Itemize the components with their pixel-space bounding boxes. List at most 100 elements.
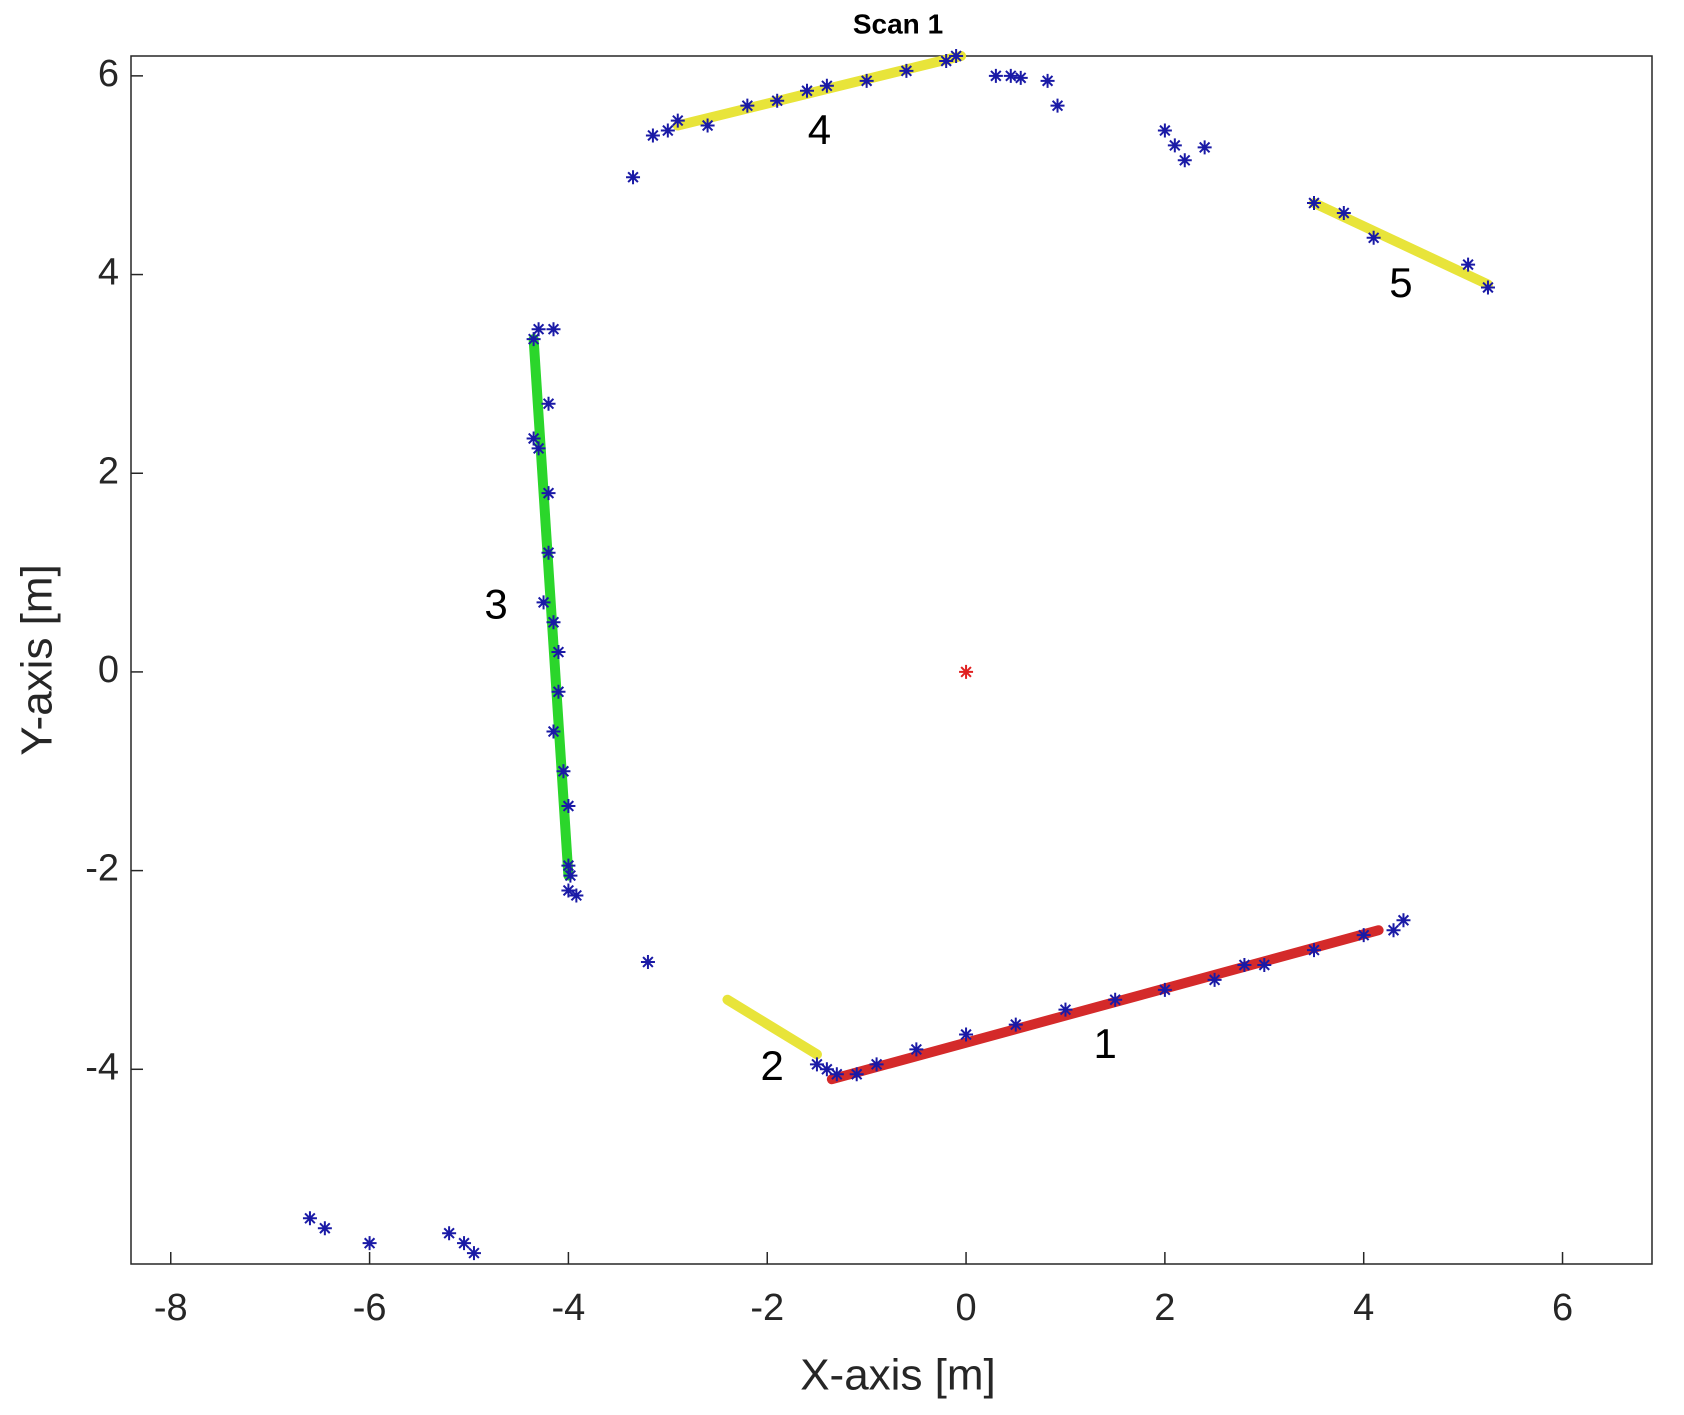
point xyxy=(362,1236,377,1251)
point xyxy=(670,113,685,128)
segment-label: 3 xyxy=(484,580,507,627)
point xyxy=(531,441,546,456)
point xyxy=(561,799,576,814)
point xyxy=(526,431,541,446)
segment-label: 1 xyxy=(1094,1020,1117,1067)
point xyxy=(541,545,556,560)
point xyxy=(1177,153,1192,168)
point xyxy=(1157,982,1172,997)
point xyxy=(1257,957,1272,972)
point xyxy=(1040,73,1055,88)
y-axis-label: Y-axis [m] xyxy=(13,564,62,756)
point xyxy=(531,322,546,337)
point xyxy=(563,868,578,883)
point xyxy=(466,1246,481,1261)
point xyxy=(849,1067,864,1082)
point xyxy=(526,332,541,347)
point xyxy=(959,664,974,679)
segment-label: 4 xyxy=(808,106,831,153)
y-tick-label: 0 xyxy=(98,649,119,691)
y-tick-label: 6 xyxy=(98,53,119,95)
segment-label: 5 xyxy=(1389,259,1412,306)
point xyxy=(988,68,1003,83)
x-tick-label: -4 xyxy=(552,1287,586,1329)
point xyxy=(551,645,566,660)
point xyxy=(1356,928,1371,943)
segment-line xyxy=(528,334,574,881)
point xyxy=(1307,196,1321,211)
point xyxy=(959,1027,974,1042)
x-tick-label: 2 xyxy=(1154,1287,1175,1329)
segment-line xyxy=(826,925,1384,1085)
segment-line xyxy=(722,994,822,1060)
point xyxy=(1480,280,1495,295)
point xyxy=(1050,98,1065,113)
point xyxy=(800,83,814,98)
point xyxy=(541,396,556,411)
point xyxy=(1366,230,1381,245)
x-tick-label: 6 xyxy=(1552,1287,1573,1329)
y-tick-label: 2 xyxy=(98,450,119,492)
point xyxy=(829,1067,844,1082)
point xyxy=(819,78,834,93)
x-tick-label: 0 xyxy=(955,1287,976,1329)
point xyxy=(551,684,566,699)
point xyxy=(1108,992,1123,1007)
point xyxy=(626,170,641,185)
point xyxy=(546,615,561,630)
point xyxy=(541,486,556,501)
point xyxy=(770,93,785,108)
x-tick-label: -8 xyxy=(154,1287,188,1329)
x-tick-label: 4 xyxy=(1353,1287,1374,1329)
point xyxy=(899,63,914,78)
point xyxy=(1237,957,1252,972)
point xyxy=(1157,123,1172,138)
x-tick-label: -6 xyxy=(353,1287,387,1329)
segment-line xyxy=(672,51,967,131)
point xyxy=(442,1226,457,1241)
point xyxy=(457,1236,472,1251)
point xyxy=(1386,923,1401,938)
point xyxy=(1396,913,1411,928)
point xyxy=(1197,140,1212,155)
point xyxy=(819,1062,834,1077)
point xyxy=(949,49,964,63)
point xyxy=(546,724,561,739)
segment-label: 2 xyxy=(761,1042,784,1089)
plot-area xyxy=(130,55,1653,1265)
point xyxy=(556,764,571,779)
point xyxy=(700,118,715,133)
y-tick-label: -4 xyxy=(85,1046,119,1088)
point xyxy=(1461,257,1476,272)
point xyxy=(302,1211,317,1226)
point xyxy=(546,322,561,337)
point xyxy=(1207,972,1222,987)
y-tick-label: -2 xyxy=(85,848,119,890)
point xyxy=(640,955,655,969)
point xyxy=(939,53,954,68)
point xyxy=(645,128,660,143)
point xyxy=(536,595,551,610)
point xyxy=(859,73,874,88)
point xyxy=(660,123,675,138)
point xyxy=(1003,68,1018,83)
x-axis-label: X-axis [m] xyxy=(800,1351,996,1400)
point xyxy=(869,1057,884,1072)
point xyxy=(740,98,755,113)
point xyxy=(1307,943,1321,958)
point xyxy=(909,1042,924,1057)
chart-title: Scan 1 xyxy=(853,8,943,39)
point xyxy=(561,883,576,898)
point xyxy=(809,1057,824,1072)
point xyxy=(561,858,576,873)
point xyxy=(569,888,584,903)
point xyxy=(1058,1002,1073,1017)
point xyxy=(1008,1017,1023,1032)
x-tick-label: -2 xyxy=(750,1287,784,1329)
point xyxy=(1336,205,1351,220)
point xyxy=(317,1221,332,1236)
point xyxy=(1167,138,1182,153)
y-tick-label: 4 xyxy=(98,252,119,294)
